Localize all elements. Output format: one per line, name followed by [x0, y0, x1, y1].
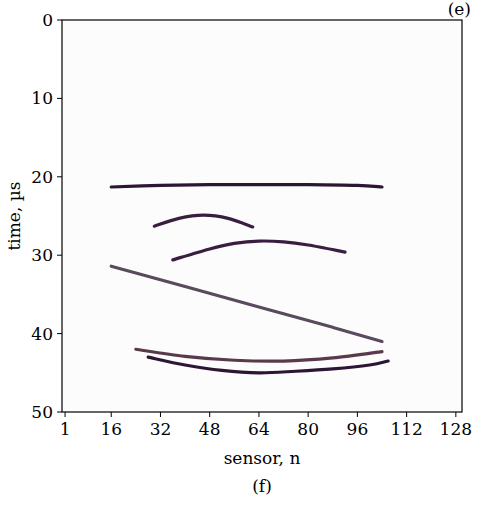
x-tick: [65, 412, 66, 417]
y-tick: [57, 412, 62, 413]
y-tick-label: 20: [31, 167, 53, 187]
echo-line: [111, 185, 382, 187]
echo-line: [148, 357, 388, 373]
x-axis-title: sensor, n: [224, 448, 301, 468]
y-axis-title: time, µs: [4, 181, 24, 250]
panel-label: (e): [448, 0, 471, 19]
plot-area: [62, 20, 462, 412]
x-tick: [455, 412, 456, 417]
x-tick: [160, 412, 161, 417]
x-tick-label: 16: [100, 419, 122, 439]
echo-line: [173, 241, 345, 260]
x-tick-label: 80: [297, 419, 319, 439]
x-tick-label: 1: [60, 419, 71, 439]
echo-line: [111, 266, 382, 341]
x-tick: [111, 412, 112, 417]
y-tick-label: 10: [31, 88, 53, 108]
x-tick: [308, 412, 309, 417]
x-tick-label: 64: [248, 419, 270, 439]
y-tick: [57, 98, 62, 99]
x-tick: [209, 412, 210, 417]
chart: 1 16 32 48 64 80 96 112 128 0 10 20 30 40 50 sensor, n t…: [0, 0, 477, 510]
y-tick: [57, 333, 62, 334]
x-tick-label: 96: [347, 419, 369, 439]
x-tick-label: 48: [199, 419, 221, 439]
plot-frame: [62, 20, 462, 412]
y-tick: [57, 255, 62, 256]
x-tick: [406, 412, 407, 417]
echo-line: [154, 215, 252, 227]
x-tick: [357, 412, 358, 417]
echo-line: [136, 349, 382, 361]
y-tick-label: 0: [42, 10, 53, 30]
x-tick: [258, 412, 259, 417]
y-tick: [57, 176, 62, 177]
y-tick-label: 30: [31, 245, 53, 265]
series-group: [111, 185, 388, 373]
x-tick-label: 128: [440, 419, 472, 439]
y-tick-label: 40: [31, 324, 53, 344]
y-tick-label: 50: [31, 402, 53, 422]
caption-label: (f): [252, 476, 272, 496]
x-tick-label: 32: [150, 419, 172, 439]
y-tick: [57, 20, 62, 21]
x-tick-label: 112: [390, 419, 422, 439]
